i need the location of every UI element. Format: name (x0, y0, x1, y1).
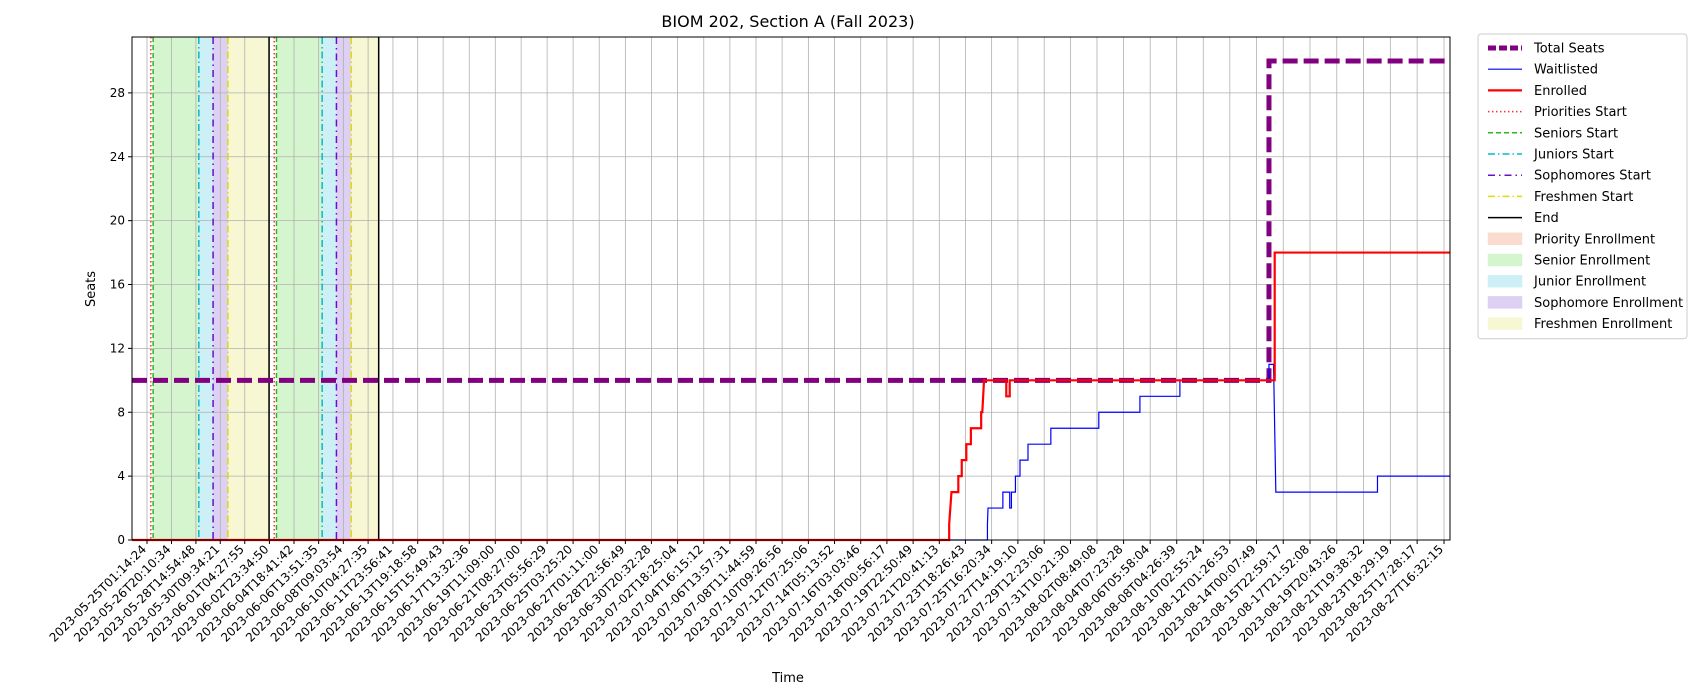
x-axis-label: Time (771, 671, 804, 686)
y-tick-label-4: 16 (110, 278, 125, 292)
y-tick-label-6: 24 (110, 150, 125, 164)
y-tick-label-5: 20 (110, 214, 125, 228)
y-tick-label-0: 0 (117, 533, 125, 547)
period-band-7 (351, 37, 379, 540)
legend-label-4: Seniors Start (1534, 126, 1618, 141)
period-band-6 (336, 37, 352, 540)
period-band-3 (227, 37, 270, 540)
enrollment-periods (153, 37, 379, 540)
chart-title: BIOM 202, Section A (Fall 2023) (661, 12, 914, 31)
y-axis-label: Seats (84, 271, 99, 307)
series-line-1 (132, 363, 1450, 541)
period-band-4 (276, 37, 323, 540)
series-line-2 (132, 251, 1450, 542)
legend-swatch-10 (1487, 253, 1523, 267)
plot-frame (131, 36, 1451, 541)
legend-label-12: Sophomore Enrollment (1534, 296, 1683, 311)
legend-label-6: Sophomores Start (1534, 169, 1651, 184)
legend-label-10: Senior Enrollment (1534, 254, 1650, 269)
period-band-0 (153, 37, 199, 540)
legend-label-5: Juniors Start (1533, 148, 1614, 163)
y-tick-label-2: 8 (117, 405, 125, 419)
y-tick-label-1: 4 (117, 469, 125, 483)
legend-label-2: Enrolled (1534, 84, 1587, 99)
period-band-1 (198, 37, 214, 540)
legend-label-0: Total Seats (1533, 42, 1605, 57)
legend-label-1: Waitlisted (1534, 63, 1598, 78)
y-tick-label-3: 12 (110, 341, 125, 355)
legend-label-8: End (1534, 211, 1559, 226)
legend-label-11: Junior Enrollment (1533, 275, 1646, 290)
legend-swatch-9 (1487, 232, 1523, 246)
legend-swatch-13 (1487, 317, 1523, 330)
legend-label-7: Freshmen Start (1534, 190, 1633, 205)
legend-label-13: Freshmen Enrollment (1534, 317, 1672, 332)
legend: Total Seats Waitlisted Enrolled Priorities … (1477, 33, 1688, 340)
legend-box (1477, 33, 1688, 340)
y-axis: 0 4 8 12 16 20 24 28 (110, 86, 132, 547)
series-line-0 (132, 58, 1450, 383)
period-markers (150, 37, 380, 540)
x-axis: 2023-05-25T01:14:242023-05-26T20:10:3420… (47, 540, 1446, 645)
legend-label-9: Priority Enrollment (1534, 232, 1655, 247)
legend-swatch-11 (1487, 274, 1523, 288)
y-tick-label-7: 28 (110, 86, 125, 100)
series-lines (132, 58, 1450, 542)
legend-label-3: Priorities Start (1534, 105, 1627, 120)
legend-swatch-12 (1487, 296, 1523, 309)
period-band-5 (322, 37, 337, 540)
